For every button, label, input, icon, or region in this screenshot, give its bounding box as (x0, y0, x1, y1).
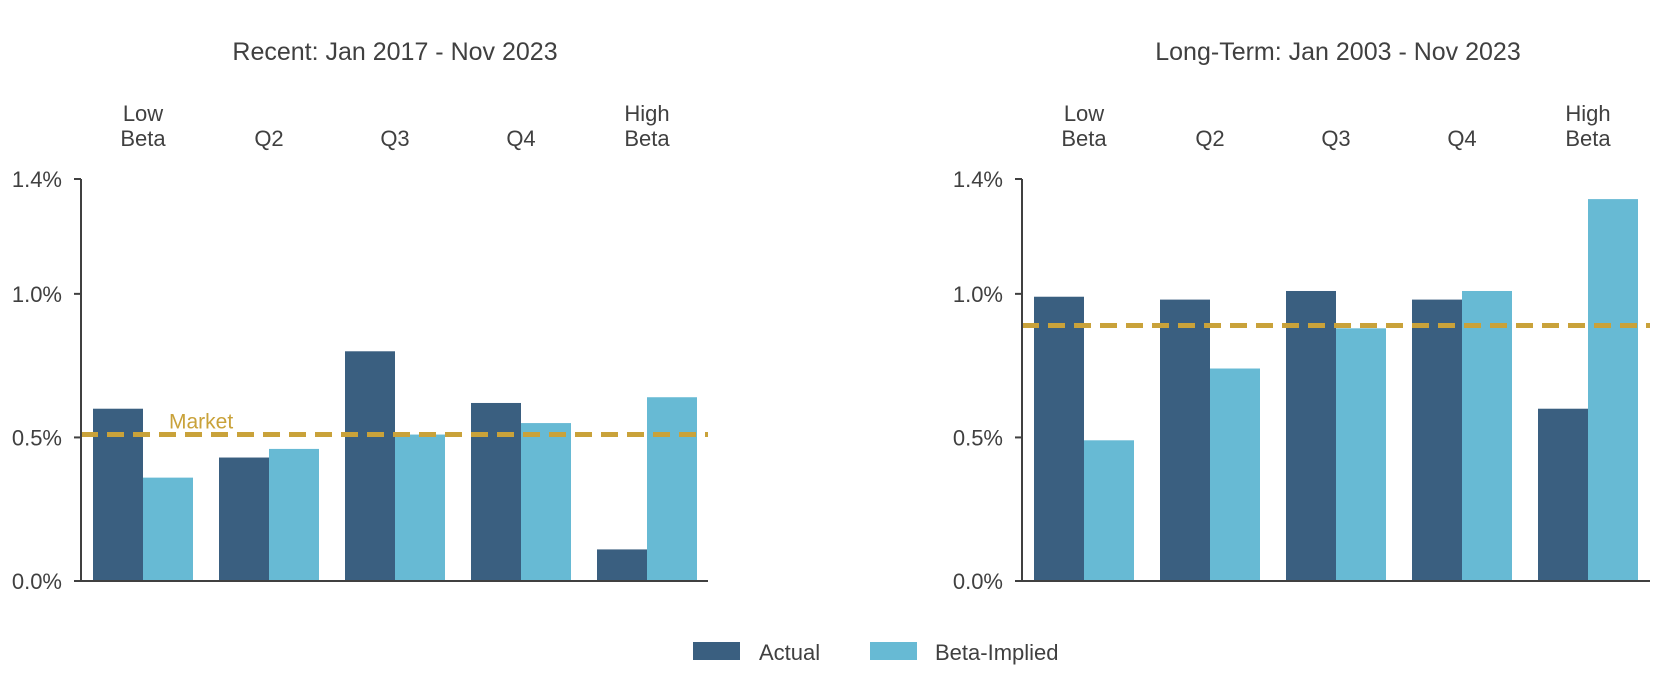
bar-beta-implied-3 (1336, 328, 1386, 581)
bar-beta-implied-2 (269, 448, 319, 581)
recent-chart-panel: Recent: Jan 2017 - Nov 2023 Market 0.0% 0.… (12, 38, 708, 594)
y-tick-label: 0.5% (12, 425, 62, 450)
category-label: Q3 (380, 126, 409, 151)
category-label: Low (123, 101, 163, 126)
category-label: Q3 (1321, 126, 1350, 151)
y-tick-label: 1.0% (12, 282, 62, 307)
bar-beta-implied-3 (395, 434, 445, 581)
category-label: Q2 (1195, 126, 1224, 151)
y-tick-label: 0.0% (953, 569, 1003, 594)
bar-beta-implied-1 (1084, 440, 1134, 581)
long-term-chart-panel: Long-Term: Jan 2003 - Nov 2023 0.0% 0.5% 1… (953, 38, 1650, 594)
market-label: Market (169, 411, 233, 434)
bar-actual-4 (1412, 299, 1462, 581)
bar-beta-implied-4 (1462, 290, 1512, 581)
recent-chart-title: Recent: Jan 2017 - Nov 2023 (232, 38, 557, 66)
bar-actual-1 (1034, 296, 1084, 581)
category-label: Beta (1565, 126, 1611, 151)
y-tick-label: 1.0% (953, 282, 1003, 307)
bar-actual-2 (219, 457, 269, 581)
bar-actual-5 (1538, 408, 1588, 581)
category-label: Q4 (1447, 126, 1476, 151)
legend-label-beta-implied: Beta-Implied (935, 640, 1059, 665)
y-tick-label: 1.4% (12, 167, 62, 192)
bar-actual-3 (345, 351, 395, 581)
category-label: Beta (624, 126, 670, 151)
y-tick-label: 0.5% (953, 425, 1003, 450)
bar-beta-implied-1 (143, 477, 193, 581)
legend: Actual Beta-Implied (693, 640, 1059, 665)
category-label: Q2 (254, 126, 283, 151)
bar-beta-implied-5 (647, 397, 697, 581)
legend-label-actual: Actual (759, 640, 820, 665)
y-tick-label: 0.0% (12, 569, 62, 594)
bar-beta-implied-2 (1210, 368, 1260, 581)
bar-actual-5 (597, 549, 647, 581)
category-label: High (624, 101, 669, 126)
bar-beta-implied-5 (1588, 199, 1638, 581)
bar-actual-4 (471, 402, 521, 581)
long-term-chart-title: Long-Term: Jan 2003 - Nov 2023 (1155, 38, 1521, 66)
category-label: Low (1064, 101, 1104, 126)
bar-actual-2 (1160, 299, 1210, 581)
category-label: Q4 (506, 126, 535, 151)
category-label: Beta (1061, 126, 1107, 151)
legend-swatch-actual (693, 642, 740, 660)
y-tick-label: 1.4% (953, 167, 1003, 192)
bar-actual-3 (1286, 290, 1336, 581)
legend-swatch-beta-implied (870, 642, 917, 660)
bar-actual-1 (93, 408, 143, 581)
category-label: Beta (120, 126, 166, 151)
bar-beta-implied-4 (521, 423, 571, 581)
category-label: High (1565, 101, 1610, 126)
